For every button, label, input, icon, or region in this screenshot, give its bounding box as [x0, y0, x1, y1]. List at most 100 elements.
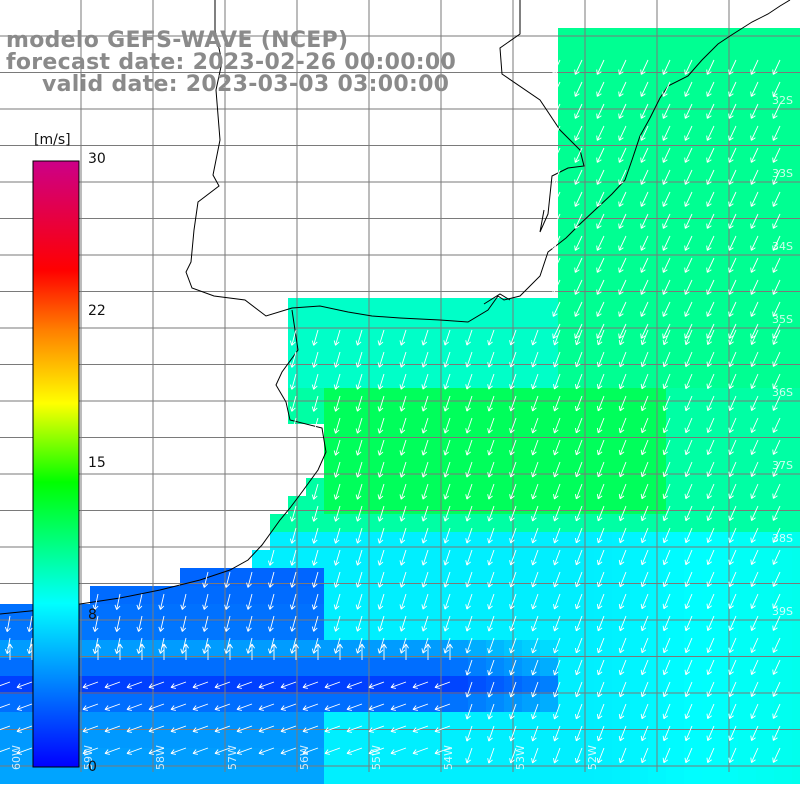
wind-cell: [486, 640, 504, 658]
wind-arrow: [377, 351, 385, 368]
wind-arrow: [289, 527, 297, 544]
wind-arrow: [662, 373, 671, 390]
wind-arrow: [509, 637, 517, 654]
wind-arrow: [421, 615, 429, 632]
wind-arrow: [596, 615, 605, 632]
wind-cell: [306, 712, 324, 730]
wind-cell: [486, 298, 504, 316]
wind-arrow: [509, 659, 517, 676]
wind-cell: [756, 370, 774, 388]
wind-arrow: [706, 461, 715, 478]
wind-cell: [774, 244, 792, 262]
wind-cell: [684, 154, 702, 172]
wind-arrow: [640, 483, 649, 500]
wind-cell: [630, 568, 648, 586]
wind-cell: [252, 640, 270, 658]
wind-cell: [558, 262, 576, 280]
wind-cell: [252, 712, 270, 730]
wind-cell: [630, 604, 648, 622]
wind-arrow: [443, 615, 451, 632]
wind-cell: [666, 352, 684, 370]
wind-cell: [450, 442, 468, 460]
wind-cell: [0, 622, 18, 640]
wind-arrow: [640, 103, 649, 119]
wind-cell: [648, 766, 666, 784]
wind-arrow: [553, 571, 561, 588]
wind-arrow: [443, 527, 451, 544]
wind-cell: [270, 550, 288, 568]
wind-cell: [738, 208, 756, 226]
wind-arrow: [684, 395, 693, 412]
wind-cell: [342, 640, 360, 658]
wind-arrow: [531, 725, 539, 742]
wind-arrow: [553, 549, 561, 566]
wind-cell: [594, 172, 612, 190]
wind-arrow: [311, 637, 319, 654]
wind-cell: [108, 586, 126, 604]
wind-arrow: [509, 461, 517, 478]
wind-arrow: [728, 351, 737, 368]
wind-arrow: [662, 527, 671, 544]
wind-cell: [594, 154, 612, 172]
wind-cell: [738, 190, 756, 208]
wind-cell: [774, 334, 792, 352]
wind-cell: [468, 604, 486, 622]
wind-cell: [540, 532, 558, 550]
wind-cell: [684, 514, 702, 532]
longitude-label: 52W: [586, 745, 599, 770]
wind-arrow: [170, 681, 187, 689]
wind-cell: [306, 748, 324, 766]
wind-arrow: [487, 439, 495, 456]
wind-arrow: [772, 615, 781, 631]
wind-arrow: [293, 643, 299, 660]
wind-cell: [126, 640, 144, 658]
wind-cell: [702, 244, 720, 262]
wind-cell: [414, 316, 432, 334]
wind-cell: [486, 514, 504, 532]
wind-arrow: [421, 329, 429, 346]
wind-arrow: [246, 637, 253, 654]
wind-cell: [684, 622, 702, 640]
wind-cell: [738, 406, 756, 424]
wind-arrow: [772, 191, 781, 207]
wind-arrow: [618, 549, 627, 566]
wind-arrow: [684, 659, 693, 676]
wind-cell: [792, 190, 800, 208]
wind-arrow: [333, 637, 341, 654]
wind-cell: [342, 748, 360, 766]
wind-cell: [756, 676, 774, 694]
wind-arrow: [662, 571, 671, 588]
wind-cell: [558, 244, 576, 262]
wind-cell: [324, 586, 342, 604]
wind-cell: [270, 586, 288, 604]
wind-arrow: [421, 549, 429, 566]
wind-arrow: [772, 329, 781, 345]
wind-arrow: [706, 103, 715, 119]
wind-arrow: [618, 505, 627, 522]
wind-cell: [378, 442, 396, 460]
wind-cell: [522, 694, 540, 712]
wind-arrow: [302, 747, 319, 755]
wind-arrow: [377, 505, 385, 522]
wind-cell: [684, 46, 702, 64]
wind-cell: [756, 262, 774, 280]
wind-cell: [486, 442, 504, 460]
wind-arrow: [574, 593, 583, 610]
wind-arrow: [552, 147, 561, 163]
wind-cell: [234, 658, 252, 676]
wind-cell: [558, 550, 576, 568]
wind-cell: [774, 118, 792, 136]
wind-arrow: [114, 593, 121, 610]
wind-cell: [450, 532, 468, 550]
wind-arrow: [236, 725, 253, 733]
wind-cell: [414, 298, 432, 316]
wind-arrow: [224, 637, 231, 654]
wind-arrow: [640, 615, 649, 632]
wind-cell: [108, 640, 126, 658]
wind-arrow: [706, 81, 715, 97]
wind-arrow: [640, 461, 649, 478]
wind-arrow: [772, 125, 781, 141]
wind-cell: [684, 586, 702, 604]
wind-arrow: [728, 213, 737, 229]
wind-arrow: [706, 257, 715, 273]
